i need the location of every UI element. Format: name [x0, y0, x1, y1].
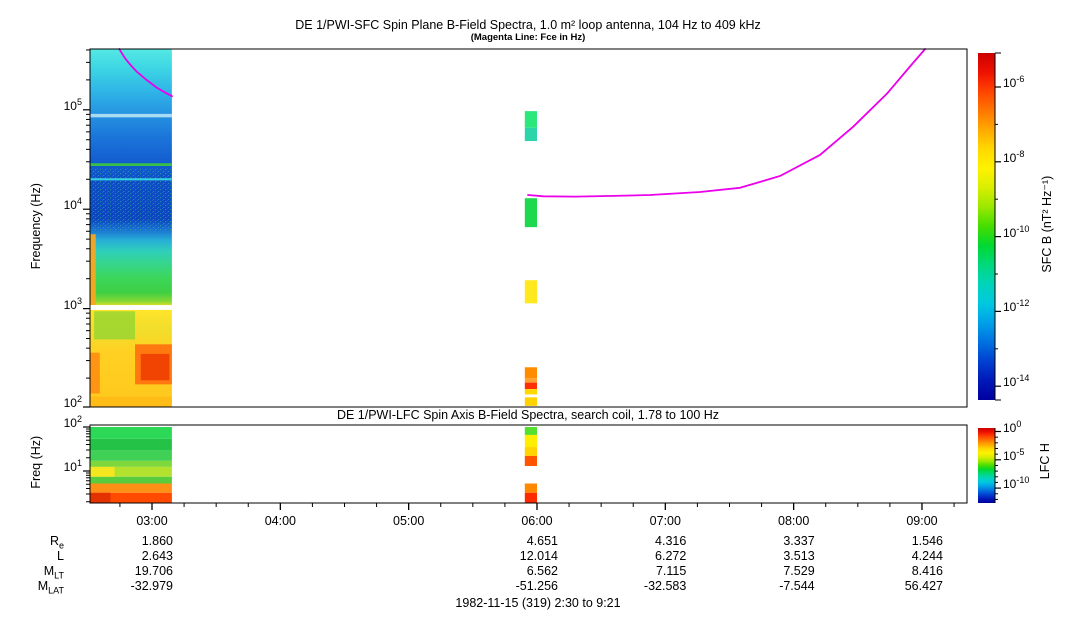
sfc-data-region	[90, 49, 172, 407]
ephemeris-row-label: Re	[49, 534, 64, 551]
ephemeris-value: 3.513	[783, 549, 815, 563]
time-tick-label: 06:00	[521, 514, 553, 528]
ephemeris-value: -32.583	[643, 578, 687, 593]
lfc-colorbar-tick-label: 10-5	[1003, 446, 1025, 463]
ephemeris-value: 19.706	[134, 563, 173, 578]
sfc-panel	[83, 48, 968, 408]
lfc-ytick-label: 102	[63, 414, 82, 430]
sfc-panel-subtitle: (Magenta Line: Fce in Hz)	[470, 32, 586, 43]
time-tick-label: 07:00	[649, 514, 681, 528]
lfc-colorbar	[978, 428, 1001, 503]
lfc-colorbar-tick-label: 100	[1003, 418, 1022, 435]
sfc-ytick-label: 102	[63, 394, 82, 410]
ephemeris-value: 4.244	[911, 549, 943, 563]
time-tick-label: 08:00	[778, 514, 810, 528]
ephemeris-row-label: MLT	[43, 563, 64, 580]
ephemeris-value: -7.544	[779, 578, 815, 593]
ephemeris-value: 6.272	[655, 549, 687, 563]
ephemeris-value: 1.546	[911, 534, 943, 548]
ephemeris-value: 3.337	[783, 534, 815, 548]
ephemeris-value: 7.115	[655, 563, 687, 578]
lfc-burst-stripe	[524, 427, 537, 503]
sfc-colorbar-tick-label: 10-12	[1003, 298, 1030, 315]
sfc-colorbar-tick-label: 10-10	[1003, 223, 1030, 240]
ephemeris-value: -32.979	[130, 578, 173, 593]
ephemeris-value: 1.860	[141, 534, 173, 548]
sfc-panel-title: DE 1/PWI-SFC Spin Plane B-Field Spectra,…	[295, 18, 761, 32]
time-tick-label: 09:00	[906, 514, 938, 528]
ephemeris-value: 12.014	[519, 549, 558, 563]
sfc-colorbar-tick-label: 10-8	[1003, 148, 1025, 165]
sfc-ytick-label: 105	[63, 96, 82, 113]
ephemeris-value: 8.416	[911, 563, 943, 578]
ephemeris-value: -51.256	[515, 578, 558, 593]
ephemeris-value: 6.562	[526, 563, 558, 578]
sfc-colorbar	[978, 52, 1001, 401]
ephemeris-value: 4.651	[526, 534, 558, 548]
sfc-colorbar-tick-label: 10-14	[1003, 373, 1030, 390]
time-axis	[119, 503, 955, 510]
sfc-y-ticks	[83, 49, 90, 408]
sfc-burst-stripe	[524, 111, 537, 406]
lfc-data-region	[90, 427, 172, 503]
ephemeris-value: 56.427	[904, 578, 943, 593]
fce-line	[118, 48, 926, 198]
sfc-ytick-label: 104	[63, 196, 82, 213]
lfc-panel-title: DE 1/PWI-LFC Spin Axis B-Field Spectra, …	[336, 408, 720, 422]
ephemeris-value: 2.643	[141, 549, 173, 563]
date-range-footer: 1982-11-15 (319) 2:30 to 9:21	[455, 596, 621, 610]
lfc-ytick-label: 101	[63, 458, 82, 474]
lfc-y-ticks	[83, 426, 90, 503]
ephemeris-row-label: L	[57, 549, 64, 563]
time-tick-label: 05:00	[393, 514, 425, 528]
lfc-panel	[83, 424, 968, 504]
ephemeris-row-label: MLAT	[37, 578, 64, 595]
ephemeris-value: 7.529	[783, 563, 815, 578]
sfc-colorbar-tick-label: 10-6	[1003, 74, 1025, 90]
time-tick-label: 04:00	[264, 514, 296, 528]
sfc-ytick-label: 103	[63, 295, 82, 312]
time-tick-label: 03:00	[136, 514, 168, 528]
lfc-colorbar-tick-label: 10-10	[1003, 475, 1030, 492]
ephemeris-value: 4.316	[655, 534, 687, 548]
